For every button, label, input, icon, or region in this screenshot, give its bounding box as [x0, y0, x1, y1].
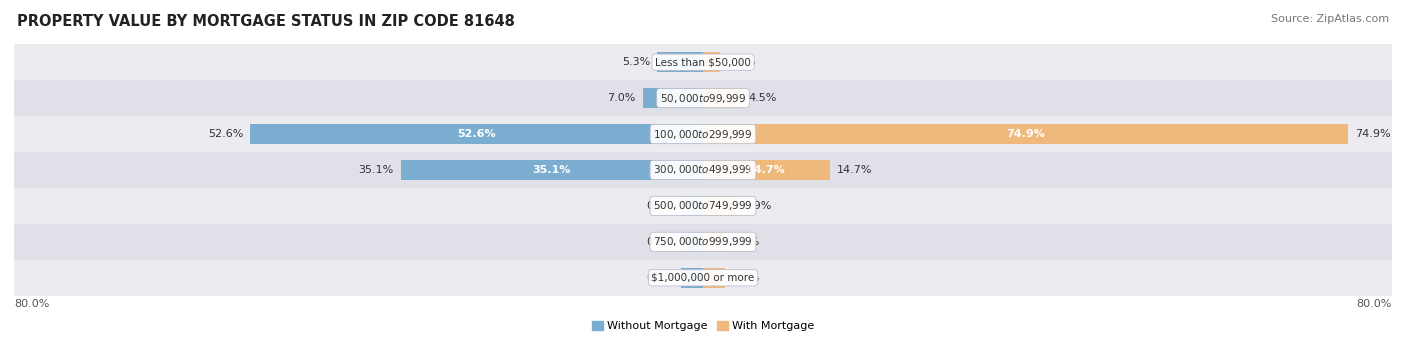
- Text: 35.1%: 35.1%: [359, 165, 394, 175]
- Legend: Without Mortgage, With Mortgage: Without Mortgage, With Mortgage: [588, 316, 818, 336]
- Text: $750,000 to $999,999: $750,000 to $999,999: [654, 235, 752, 249]
- Text: $100,000 to $299,999: $100,000 to $299,999: [654, 128, 752, 140]
- Bar: [703, 268, 724, 288]
- Text: 2.0%: 2.0%: [727, 57, 755, 67]
- Text: Less than $50,000: Less than $50,000: [655, 57, 751, 67]
- Text: 0.0%: 0.0%: [731, 237, 759, 247]
- Bar: [703, 88, 742, 108]
- Text: $300,000 to $499,999: $300,000 to $499,999: [654, 164, 752, 176]
- Text: Source: ZipAtlas.com: Source: ZipAtlas.com: [1271, 14, 1389, 23]
- Bar: [703, 196, 737, 216]
- Bar: [250, 124, 703, 144]
- Text: $50,000 to $99,999: $50,000 to $99,999: [659, 91, 747, 105]
- Bar: [14, 152, 1392, 188]
- Bar: [682, 196, 703, 216]
- Text: 0.0%: 0.0%: [647, 201, 675, 211]
- Text: 74.9%: 74.9%: [1007, 129, 1045, 139]
- Bar: [14, 44, 1392, 80]
- Text: 74.9%: 74.9%: [1355, 129, 1391, 139]
- Bar: [703, 124, 1348, 144]
- Bar: [703, 160, 830, 180]
- Text: 14.7%: 14.7%: [747, 165, 786, 175]
- Text: PROPERTY VALUE BY MORTGAGE STATUS IN ZIP CODE 81648: PROPERTY VALUE BY MORTGAGE STATUS IN ZIP…: [17, 14, 515, 29]
- Text: 0.0%: 0.0%: [647, 237, 675, 247]
- Bar: [682, 268, 703, 288]
- Text: 80.0%: 80.0%: [14, 300, 49, 309]
- Text: 5.3%: 5.3%: [623, 57, 651, 67]
- Bar: [14, 188, 1392, 224]
- Bar: [658, 52, 703, 72]
- Text: 35.1%: 35.1%: [533, 165, 571, 175]
- Bar: [703, 232, 724, 252]
- Text: 3.9%: 3.9%: [744, 201, 772, 211]
- Bar: [14, 224, 1392, 260]
- Text: $500,000 to $749,999: $500,000 to $749,999: [654, 200, 752, 212]
- Text: 0.0%: 0.0%: [731, 273, 759, 283]
- Text: 14.7%: 14.7%: [837, 165, 872, 175]
- Text: 7.0%: 7.0%: [607, 93, 636, 103]
- Bar: [14, 260, 1392, 296]
- Text: 4.5%: 4.5%: [748, 93, 778, 103]
- Text: $1,000,000 or more: $1,000,000 or more: [651, 273, 755, 283]
- Bar: [14, 80, 1392, 116]
- Text: 52.6%: 52.6%: [208, 129, 243, 139]
- Bar: [643, 88, 703, 108]
- Bar: [703, 52, 720, 72]
- Bar: [682, 232, 703, 252]
- Text: 0.0%: 0.0%: [647, 273, 675, 283]
- Text: 80.0%: 80.0%: [1357, 300, 1392, 309]
- Bar: [14, 116, 1392, 152]
- Text: 52.6%: 52.6%: [457, 129, 496, 139]
- Bar: [401, 160, 703, 180]
